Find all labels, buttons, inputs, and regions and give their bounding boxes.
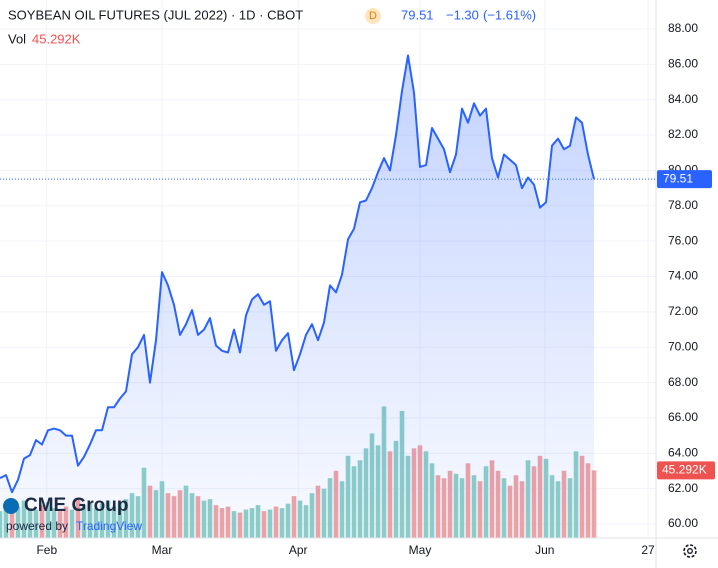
y-tick-label: 88.00 <box>668 21 698 35</box>
logo-brand: CME Group <box>24 495 129 516</box>
change-pct: (−1.61%) <box>483 7 536 22</box>
x-tick-label: Apr <box>289 543 308 557</box>
last-volume-tag-label: 45.292K <box>662 462 707 476</box>
badge-bg <box>365 8 381 24</box>
volume-bar <box>591 470 597 538</box>
logo-vendor: TradingView <box>76 519 142 533</box>
chart-title: SOYBEAN OIL FUTURES (JUL 2022) · 1D · CB… <box>8 7 303 22</box>
volume-name: Vol <box>8 31 26 46</box>
price-line <box>0 54 595 494</box>
y-tick-label: 78.00 <box>668 198 698 212</box>
last-price-tag-label: 79.51 <box>663 171 693 185</box>
change: −1.30 <box>446 7 479 22</box>
logo-powered: powered by <box>6 519 68 533</box>
badge: D <box>369 10 377 22</box>
y-tick-label: 76.00 <box>668 233 698 247</box>
y-tick-label: 62.00 <box>668 481 698 495</box>
y-tick-label: 70.00 <box>668 339 698 353</box>
gear <box>683 544 697 558</box>
volume-last: 45.292K <box>32 31 81 46</box>
last-price: 79.51 <box>401 7 434 22</box>
y-tick-label: 82.00 <box>668 127 698 141</box>
x-tick-label: Jun <box>535 543 554 557</box>
y-tick-label: 60.00 <box>668 516 698 530</box>
y-tick-label: 72.00 <box>668 304 698 318</box>
logo[interactable]: CME Group powered by TradingView <box>3 495 142 533</box>
price-area <box>0 55 595 538</box>
last-volume-tag <box>657 461 715 480</box>
y-tick-label: 68.00 <box>668 375 698 389</box>
y-tick-label: 64.00 <box>668 445 698 459</box>
x-tick-label: Feb <box>36 543 57 557</box>
x-tick-label: Mar <box>152 543 173 557</box>
y-tick-label: 74.00 <box>668 269 698 283</box>
settings-icon[interactable] <box>683 544 697 558</box>
x-tick-label: 27 <box>641 543 655 557</box>
gear-hub <box>687 548 693 554</box>
x-tick-label: May <box>409 543 432 557</box>
y-tick-label: 86.00 <box>668 57 698 71</box>
y-tick-label: 84.00 <box>668 92 698 106</box>
last-price-tag <box>657 170 712 189</box>
logo-icon <box>3 498 19 514</box>
y-tick-label: 66.00 <box>668 410 698 424</box>
